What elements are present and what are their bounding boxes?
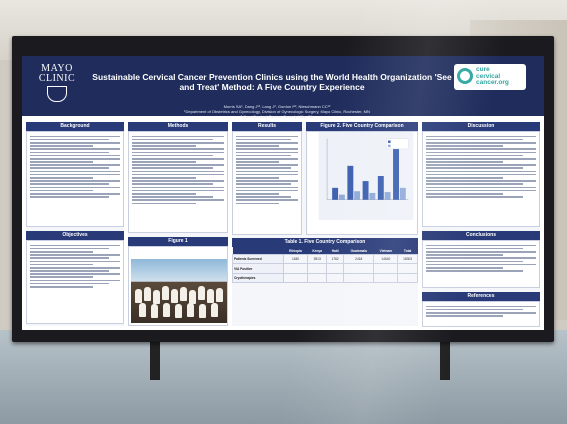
bar (332, 187, 339, 200)
bar (362, 181, 369, 200)
board-leg-left (150, 338, 160, 380)
research-poster: MAYO CLINIC Sustainable Cervical Cancer … (22, 56, 544, 330)
chart-bars (332, 147, 406, 200)
results-body (232, 131, 302, 235)
board-leg-right (440, 338, 450, 380)
table1-heading: Table 1. Five Country Comparison (232, 238, 418, 247)
methods-heading: Methods (128, 122, 228, 131)
objectives-heading: Objectives (26, 231, 124, 240)
bar (377, 176, 384, 200)
shield-icon (47, 86, 67, 102)
poster-title: Sustainable Cervical Cancer Prevention C… (92, 72, 452, 92)
bar (369, 192, 376, 200)
conclusions-heading: Conclusions (422, 231, 540, 240)
bar (338, 194, 345, 200)
floor (0, 330, 567, 424)
column-4: Discussion Conclusions References (422, 122, 540, 327)
objectives-body (26, 240, 124, 324)
comparison-table: Ethiopia Kenya Haiti Guatemala Vietnam T… (232, 247, 418, 284)
column-2: Methods Figure 1 (128, 122, 228, 326)
bar (347, 165, 354, 200)
poster-authors: Morris SA¹, Dang J¹², Lang J², Gordon P²… (184, 104, 370, 119)
references-body (422, 301, 540, 327)
references-heading: References (422, 292, 540, 301)
bar (354, 191, 361, 200)
figure1-body (128, 246, 228, 326)
column-1: Background Objectives (26, 122, 124, 326)
discussion-heading: Discussion (422, 122, 540, 131)
mayo-clinic-logo: MAYO CLINIC (32, 64, 82, 108)
results-heading: Results (232, 122, 302, 131)
bar (393, 147, 399, 200)
table-row: VIA Positive (232, 263, 418, 274)
column-3: Results Figure 2. Five Country Compariso… (232, 122, 418, 326)
table1: Table 1. Five Country Comparison Ethiopi… (232, 238, 418, 284)
methods-body (128, 131, 228, 233)
cure-cervical-cancer-logo: cure cervical cancer.org (454, 64, 526, 90)
bar (384, 192, 391, 200)
table-row: Cryotherapies (232, 272, 418, 284)
bar (399, 187, 406, 200)
five-country-bar-chart (318, 132, 414, 220)
figure1-heading: Figure 1 (128, 237, 228, 246)
figure2-heading: Figure 2. Five Country Comparison (306, 122, 418, 131)
legend-box (386, 138, 409, 150)
conclusions-body (422, 240, 540, 288)
figure2-body (306, 131, 418, 235)
ring-icon (457, 68, 473, 84)
table-row: Patients Screened 1180 3913 1762 2418 14… (232, 253, 418, 265)
discussion-body (422, 131, 540, 227)
background-heading: Background (26, 122, 124, 131)
poster-header: MAYO CLINIC Sustainable Cervical Cancer … (22, 56, 544, 119)
background-body (26, 131, 124, 227)
group-photo (131, 259, 227, 323)
